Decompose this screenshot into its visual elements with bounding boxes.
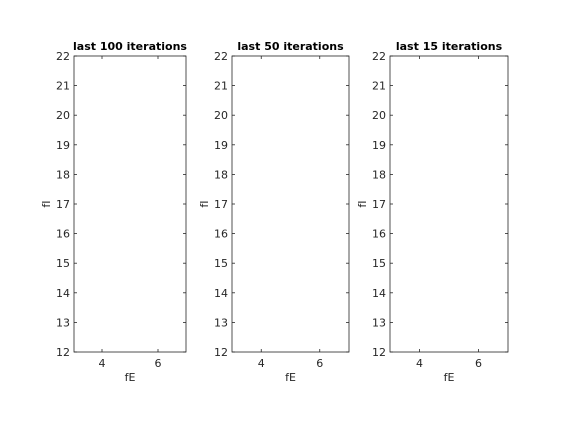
y-tick-label: 18 (56, 168, 70, 181)
y-tick-label: 12 (214, 346, 228, 359)
x-tick-label: 4 (416, 357, 423, 370)
y-tick-label: 19 (56, 139, 70, 152)
x-tick-label: 4 (258, 357, 265, 370)
x-tick-label: 4 (99, 357, 106, 370)
y-axis-label: fI (198, 200, 211, 207)
chart-panel-3: 4 6 12 13 14 15 16 17 18 19 20 21 22 last 15 iteratio… (356, 40, 509, 384)
y-tick-label: 20 (214, 109, 228, 122)
y-tick-label: 15 (56, 257, 70, 270)
axes-box (231, 55, 350, 353)
y-axis-label: fI (40, 200, 53, 207)
y-tick-label: 22 (214, 50, 228, 63)
y-tick-label: 18 (372, 168, 386, 181)
y-tick-label: 14 (56, 287, 70, 300)
chart-title: last 50 iterations (237, 40, 344, 53)
x-axis-label: fE (285, 371, 296, 384)
y-tick-label: 13 (214, 316, 228, 329)
y-tick-label: 17 (372, 198, 386, 211)
x-axis-label: fE (444, 371, 455, 384)
y-tick-label: 15 (214, 257, 228, 270)
y-tick-label: 19 (214, 139, 228, 152)
y-tick-label: 18 (214, 168, 228, 181)
y-tick-label: 12 (372, 346, 386, 359)
y-tick-label: 16 (372, 228, 386, 241)
y-tick-label: 20 (56, 109, 70, 122)
x-axis-label: fE (125, 371, 136, 384)
y-tick-label: 21 (214, 80, 228, 93)
y-tick-label: 20 (372, 109, 386, 122)
y-tick-label: 21 (372, 80, 386, 93)
chart-panel-2: 4 6 12 13 14 15 16 17 18 19 20 21 22 last 50 iteratio… (198, 40, 350, 384)
x-tick-label: 6 (475, 357, 482, 370)
y-tick-label: 21 (56, 80, 70, 93)
y-axis-label: fI (356, 200, 369, 207)
y-tick-label: 13 (56, 316, 70, 329)
y-tick-label: 14 (214, 287, 228, 300)
chart-title: last 100 iterations (73, 40, 187, 53)
chart-title: last 15 iterations (396, 40, 503, 53)
y-tick-label: 16 (56, 228, 70, 241)
y-tick-label: 13 (372, 316, 386, 329)
axes-box (389, 55, 509, 353)
y-tick-label: 14 (372, 287, 386, 300)
y-tick-label: 17 (56, 198, 70, 211)
x-tick-label: 6 (155, 357, 162, 370)
y-tick-label: 15 (372, 257, 386, 270)
y-tick-label: 16 (214, 228, 228, 241)
x-tick-label: 6 (316, 357, 323, 370)
axes-box (73, 55, 187, 353)
y-tick-label: 19 (372, 139, 386, 152)
y-tick-label: 22 (56, 50, 70, 63)
y-tick-label: 12 (56, 346, 70, 359)
y-tick-label: 17 (214, 198, 228, 211)
y-tick-label: 22 (372, 50, 386, 63)
